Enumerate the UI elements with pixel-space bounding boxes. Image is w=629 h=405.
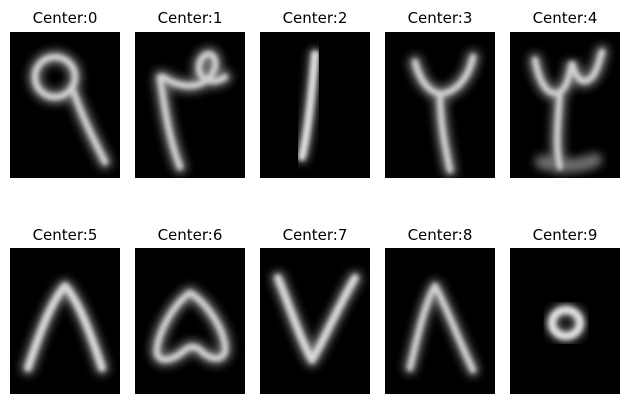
panel-title: Center:2 (283, 9, 348, 27)
panel-title: Center:6 (158, 226, 223, 244)
panel-title: Center:7 (283, 226, 348, 244)
panel-title: Center:3 (408, 9, 473, 27)
panel-center-0 (10, 32, 120, 178)
center-1-image (153, 47, 232, 174)
panel-title: Center:1 (158, 9, 223, 27)
panel-center-4 (510, 32, 620, 178)
center-2-image (296, 48, 321, 163)
panel-center-6 (135, 248, 245, 394)
panel-center-5 (10, 248, 120, 394)
panel-center-9 (510, 248, 620, 394)
center-8-image (403, 279, 480, 377)
panel-title: Center:0 (33, 9, 98, 27)
panel-center-1 (135, 32, 245, 178)
panel-center-3 (385, 32, 495, 178)
center-9-image (546, 304, 586, 342)
center-5-image (21, 279, 109, 375)
panel-background (510, 248, 620, 394)
panel-background (135, 248, 245, 394)
panel-background (135, 32, 245, 178)
panel-title: Center:9 (533, 226, 598, 244)
center-3-image (408, 50, 480, 177)
panel-title: Center:5 (33, 226, 98, 244)
center-6-image (149, 286, 233, 367)
panel-center-8 (385, 248, 495, 394)
panel-center-2 (260, 32, 370, 178)
center-7-image (271, 271, 362, 367)
panel-center-7 (260, 248, 370, 394)
panel-title: Center:4 (533, 9, 598, 27)
center-0-image (28, 50, 112, 169)
center-4-image (528, 45, 609, 174)
panel-title: Center:8 (408, 226, 473, 244)
panel-background (260, 248, 370, 394)
